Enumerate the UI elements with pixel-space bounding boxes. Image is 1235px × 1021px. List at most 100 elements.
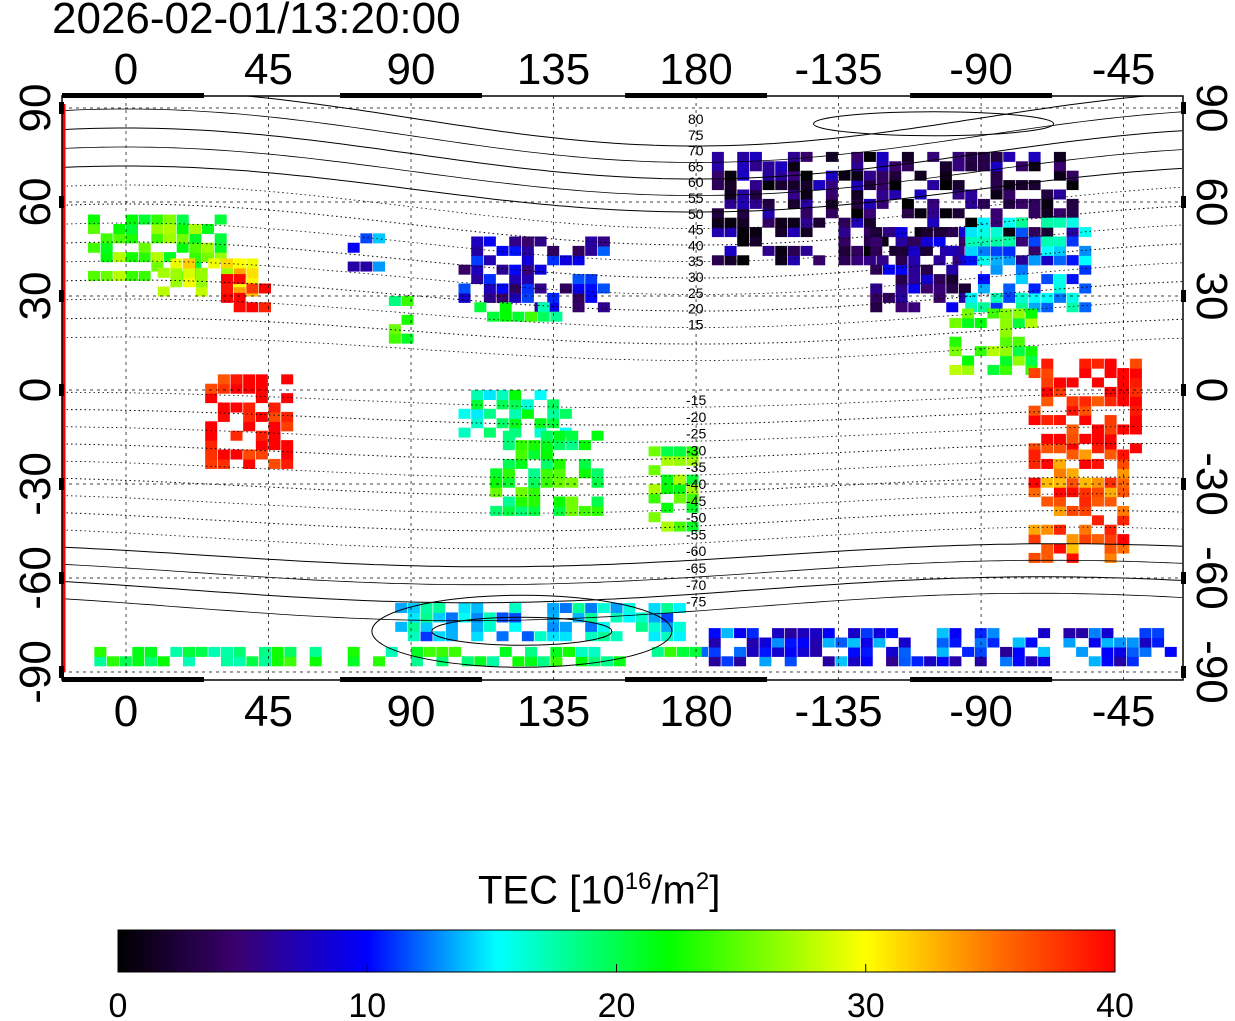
tec-cell xyxy=(1041,496,1054,507)
contour-label: -40 xyxy=(686,476,706,492)
y-tick-label-left: -60 xyxy=(11,546,60,610)
tec-cell xyxy=(895,264,908,275)
tec-cell xyxy=(648,483,661,494)
tec-cell xyxy=(1104,433,1117,444)
y-tick-label-right: -90 xyxy=(1187,640,1235,704)
contour-label: 60 xyxy=(688,174,704,190)
tec-cell xyxy=(784,656,797,667)
tec-cell xyxy=(553,505,566,516)
tec-cell xyxy=(737,198,750,209)
tec-cell xyxy=(1091,477,1104,488)
tec-cell xyxy=(395,621,408,632)
tec-cell xyxy=(205,449,218,460)
tec-cell xyxy=(597,245,610,256)
tec-cell xyxy=(1003,292,1016,303)
tec-cell xyxy=(490,505,503,516)
contour-line xyxy=(431,616,613,646)
tec-cell xyxy=(585,621,598,632)
tec-cell xyxy=(1053,505,1066,516)
tec-cell xyxy=(221,274,234,285)
tec-cell xyxy=(559,283,572,294)
tec-cell xyxy=(458,283,471,294)
tec-cell xyxy=(1066,198,1079,209)
tec-cell xyxy=(1104,496,1117,507)
tec-cell xyxy=(502,468,515,479)
tec-cell xyxy=(1063,628,1076,639)
tec-cell xyxy=(1000,317,1013,328)
tec-cell xyxy=(870,245,883,256)
tec-cell xyxy=(243,411,256,422)
tec-cell xyxy=(585,292,598,303)
tec-cell xyxy=(876,198,889,209)
tec-cell xyxy=(1028,151,1041,162)
tec-cell xyxy=(1066,543,1079,554)
tec-cell xyxy=(113,270,126,281)
tec-cell xyxy=(886,656,899,667)
tec-cell xyxy=(911,656,924,667)
tec-cell xyxy=(490,487,503,498)
tec-cell xyxy=(534,390,547,400)
tec-cell xyxy=(1063,637,1076,648)
tec-cell xyxy=(990,255,1003,266)
tec-cell xyxy=(553,477,566,488)
tec-cell xyxy=(635,612,648,623)
tec-cell xyxy=(1104,477,1117,488)
tec-cell xyxy=(673,603,686,614)
tec-cell xyxy=(813,217,826,228)
tec-cell xyxy=(1139,637,1152,648)
tec-cell xyxy=(1053,415,1066,426)
y-tick-label-right: 0 xyxy=(1187,378,1235,402)
tec-cell xyxy=(281,421,294,432)
tec-cell xyxy=(1015,264,1028,275)
tec-cell xyxy=(648,493,661,504)
tec-cell xyxy=(597,302,610,313)
tec-cell xyxy=(509,427,522,438)
tec-cell xyxy=(673,455,686,466)
tec-cell xyxy=(1025,317,1038,328)
tec-cell xyxy=(458,292,471,303)
contour-label: 70 xyxy=(688,143,704,159)
tec-cell xyxy=(509,621,522,632)
tec-cell xyxy=(1091,487,1104,498)
tec-cell xyxy=(471,612,484,623)
tec-cell xyxy=(1003,283,1016,294)
tec-cell xyxy=(749,236,762,247)
tec-cell xyxy=(898,656,911,667)
tec-cell xyxy=(936,637,949,648)
tec-cell xyxy=(1038,628,1051,639)
tec-cell xyxy=(623,603,636,614)
tec-cell xyxy=(528,477,541,488)
contour-label: 35 xyxy=(688,253,704,269)
tec-cell xyxy=(958,283,971,294)
tec-cell xyxy=(1117,377,1130,388)
tec-cell xyxy=(487,656,500,667)
axis-bar xyxy=(340,677,483,682)
tec-cell xyxy=(1003,236,1016,247)
tec-cell xyxy=(851,217,864,228)
tec-cell xyxy=(246,267,259,278)
tec-cell xyxy=(870,227,883,238)
tec-cell xyxy=(214,214,227,225)
tec-cell xyxy=(737,227,750,238)
tec-cell xyxy=(170,646,183,657)
tec-cell xyxy=(1066,208,1079,219)
tec-cell xyxy=(908,302,921,313)
tec-cell xyxy=(449,646,462,657)
tec-cell xyxy=(578,505,591,516)
tec-cell xyxy=(483,283,496,294)
tec-cell xyxy=(1003,151,1016,162)
tec-cell xyxy=(673,446,686,457)
tec-cell xyxy=(572,292,585,303)
tec-cell xyxy=(126,270,138,281)
tec-cell xyxy=(977,198,990,209)
contour-label: 30 xyxy=(688,269,704,285)
tec-cell xyxy=(1053,189,1066,200)
tec-cell xyxy=(1053,543,1066,554)
tec-region-antarctic-indian xyxy=(94,646,702,667)
tec-cell xyxy=(946,245,959,256)
tec-cell xyxy=(255,383,268,394)
tec-cell xyxy=(677,646,690,657)
tec-cell xyxy=(572,603,585,614)
tec-cell xyxy=(100,270,113,281)
